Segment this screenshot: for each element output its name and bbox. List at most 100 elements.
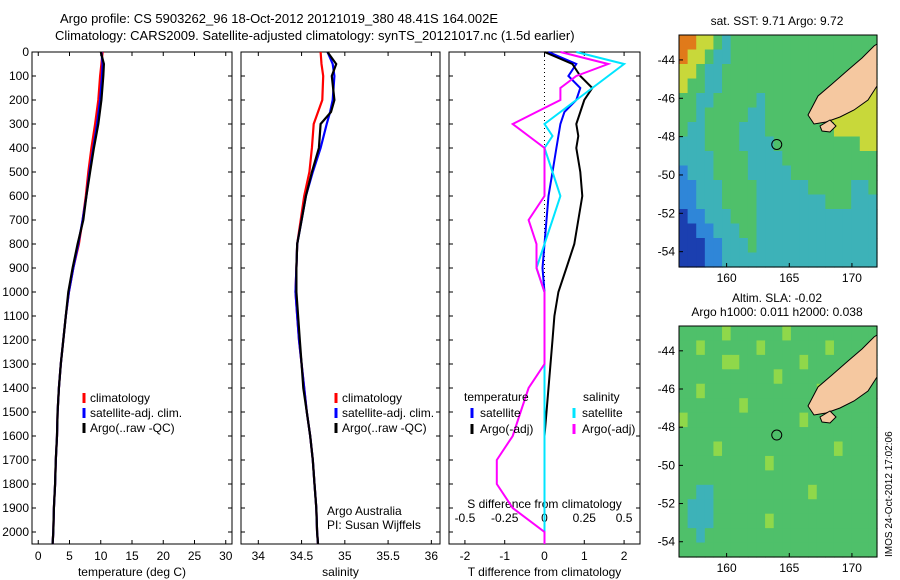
map-cell	[713, 136, 723, 152]
map-cell	[747, 542, 758, 558]
map-cell	[816, 354, 826, 370]
map-cell	[704, 165, 715, 181]
map-cell	[756, 93, 766, 109]
map-cell	[722, 252, 732, 268]
map-cell	[722, 136, 732, 152]
map-cell	[833, 412, 844, 428]
map-x-tick-label: 160	[717, 271, 737, 285]
map-cell	[704, 122, 715, 138]
map-cell	[739, 238, 749, 254]
map-cell	[747, 412, 758, 428]
map-cell	[679, 93, 689, 109]
map-cell	[679, 165, 689, 181]
legend-label: climatology	[342, 391, 402, 405]
map-cell	[739, 427, 749, 443]
y-tick-label: 1900	[2, 501, 29, 515]
map-cell	[868, 122, 878, 138]
map-cell	[679, 528, 689, 544]
x-tick-label: 30	[219, 549, 233, 563]
map-cell	[790, 165, 801, 181]
map-cell	[730, 136, 740, 152]
map-cell	[833, 252, 844, 268]
map-cell	[713, 484, 723, 500]
map-cell	[825, 354, 835, 370]
map-cell	[739, 49, 749, 65]
map-cell	[842, 209, 852, 225]
map-cell	[704, 64, 715, 80]
map-cell	[730, 180, 740, 196]
panel-annotation: Argo Australia	[327, 504, 402, 518]
map-cell	[713, 78, 723, 94]
map-cell	[722, 78, 732, 94]
map-cell	[782, 455, 792, 471]
map-cell	[851, 427, 861, 443]
map-cell	[765, 340, 775, 356]
map-cell	[808, 165, 818, 181]
map-cell	[868, 499, 878, 515]
map-cell	[713, 499, 723, 515]
map-cell	[808, 49, 818, 65]
map-cell	[833, 180, 844, 196]
map-cell	[799, 49, 809, 65]
map-cell	[790, 513, 801, 529]
map-cell	[842, 326, 852, 342]
x-axis-label: salinity	[322, 565, 359, 579]
map-cell	[790, 180, 801, 196]
map-cell	[756, 470, 766, 486]
map-cell	[773, 354, 783, 370]
map-cell	[687, 412, 697, 428]
x-tick-label: 1	[581, 549, 588, 563]
y-tick-label: 0	[22, 45, 29, 59]
map-cell	[747, 238, 758, 254]
map-cell	[704, 340, 715, 356]
map-cell	[687, 542, 697, 558]
map-cell	[679, 369, 689, 385]
map-cell	[696, 180, 706, 196]
map-cell	[730, 238, 740, 254]
map-cell	[696, 49, 706, 65]
map-cell	[722, 209, 732, 225]
map-cell	[739, 455, 749, 471]
map-cell	[808, 354, 818, 370]
map-cell	[747, 369, 758, 385]
map-cell	[868, 326, 878, 342]
map-cell	[790, 340, 801, 356]
map-cell	[833, 151, 844, 167]
map-cell	[730, 354, 740, 370]
map-cell	[739, 64, 749, 80]
map-cell	[765, 484, 775, 500]
x-tick-label: 35.5	[376, 549, 400, 563]
map-cell	[765, 499, 775, 515]
map-cell	[825, 455, 835, 471]
map-cell	[696, 107, 706, 123]
map-cell	[722, 223, 732, 239]
map-cell	[765, 441, 775, 457]
map-cell	[833, 484, 844, 500]
map-cell	[679, 252, 689, 268]
map-cell	[722, 340, 732, 356]
map-cell	[765, 528, 775, 544]
map-cell	[773, 542, 783, 558]
map-cell	[842, 470, 852, 486]
map-cell	[790, 326, 801, 342]
map-cell	[756, 151, 766, 167]
map-cell	[730, 513, 740, 529]
map-cell	[747, 122, 758, 138]
map-cell	[687, 326, 697, 342]
map-cell	[868, 441, 878, 457]
map-cell	[739, 107, 749, 123]
map-cell	[696, 499, 706, 515]
map-cell	[833, 165, 844, 181]
map-cell	[825, 136, 835, 152]
map-cell	[687, 484, 697, 500]
map-cell	[808, 455, 818, 471]
map-cell	[782, 383, 792, 399]
map-cell	[773, 151, 783, 167]
map-cell	[704, 107, 715, 123]
map-cell	[687, 383, 697, 399]
map-cell	[773, 398, 783, 414]
series-line-argo-raw-qc-	[295, 51, 338, 545]
map-cell	[679, 49, 689, 65]
map-cell	[730, 398, 740, 414]
map-cell	[739, 383, 749, 399]
